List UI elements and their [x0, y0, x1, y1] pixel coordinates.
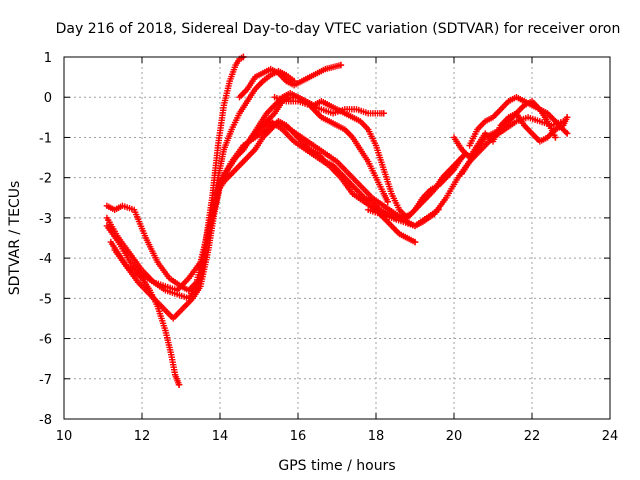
data-point: [552, 134, 559, 141]
x-tick-label: 22: [524, 429, 541, 444]
x-tick-label: 16: [290, 429, 307, 444]
series-pass-11: [365, 206, 442, 230]
x-tick-label: 20: [446, 429, 463, 444]
y-axis-label: SDTVAR / TECUs: [7, 181, 23, 296]
x-tick-label: 10: [56, 429, 73, 444]
data-point: [411, 238, 419, 246]
chart-title: Day 216 of 2018, Sidereal Day-to-day VTE…: [56, 21, 621, 37]
data-point: [562, 128, 569, 136]
data-point: [563, 114, 571, 121]
y-tick-label: -6: [39, 333, 52, 348]
y-tick-label: -5: [39, 292, 52, 307]
x-tick-label: 18: [368, 429, 385, 444]
y-tick-label: 1: [44, 51, 52, 66]
series-pass-7: [212, 118, 469, 222]
series-pass-5: [111, 90, 391, 322]
data-point: [337, 61, 345, 69]
data-point: [435, 206, 442, 214]
data-point: [563, 130, 571, 137]
y-tick-label: 0: [44, 91, 52, 106]
x-axis-label: GPS time / hours: [278, 458, 395, 474]
data-point: [175, 381, 183, 389]
x-tick-label: 14: [212, 429, 229, 444]
y-tick-label: -7: [39, 373, 52, 388]
series-pass-14: [458, 98, 559, 177]
plot-frame: [63, 56, 611, 420]
y-tick-label: -1: [39, 131, 52, 146]
series-pass-10: [271, 94, 387, 117]
data-point: [380, 110, 387, 117]
series-pass-8: [236, 61, 345, 101]
data-point: [384, 198, 391, 205]
y-tick-label: -3: [39, 212, 52, 227]
data-points: [103, 53, 571, 389]
y-tick-label: -8: [39, 413, 52, 428]
axis-ticks: 10 12 14 16 18 20 22 24 -8 -7 -6 -5 -4 -3 -2 -1 0 1: [39, 51, 618, 444]
x-tick-label: 24: [602, 429, 619, 444]
y-tick-label: -4: [39, 252, 52, 267]
y-tick-label: -2: [39, 172, 52, 187]
series-pass-9: [255, 118, 419, 246]
x-tick-label: 12: [134, 429, 151, 444]
series-pass-4: [103, 114, 567, 302]
